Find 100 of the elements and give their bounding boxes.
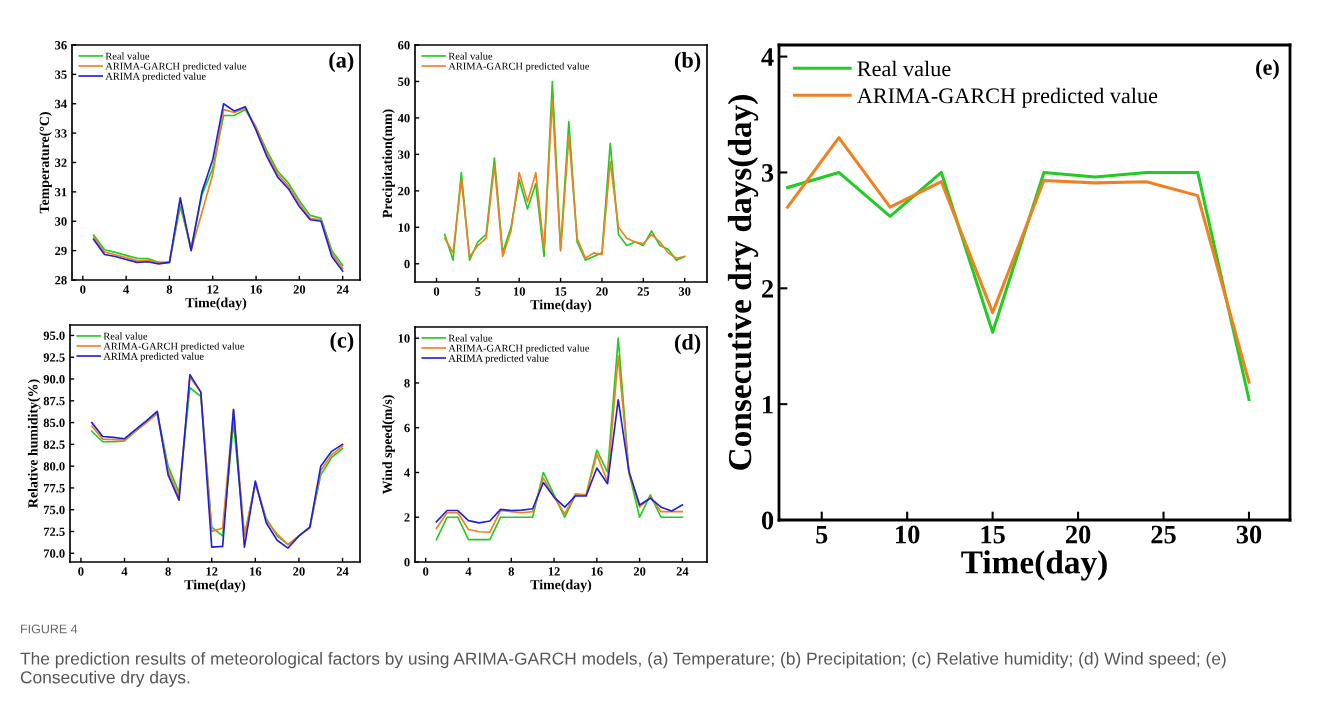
- y-tick-label: 20: [398, 186, 410, 196]
- legend-label: ARIMA predicted value: [448, 354, 549, 364]
- y-tick-label: 0: [761, 511, 774, 530]
- y-tick-label: 30: [55, 217, 67, 226]
- x-tick-label: 10: [896, 525, 920, 544]
- x-tick-label: 16: [591, 567, 603, 576]
- y-axis-title: Relative humidity(%): [27, 379, 41, 508]
- y-tick-label: 28: [55, 276, 67, 285]
- x-axis-title: Time(day): [530, 579, 592, 593]
- x-tick-label: 24: [336, 285, 349, 294]
- y-tick-label: 32: [55, 158, 67, 167]
- x-tick-label: 15: [981, 525, 1005, 544]
- x-tick-label: 25: [1151, 525, 1176, 544]
- x-axis-title: Time(day): [185, 297, 247, 311]
- legend-label: ARIMA-GARCH predicted value: [448, 62, 590, 72]
- y-tick-label: 0: [404, 558, 410, 567]
- x-tick-label: 20: [293, 285, 306, 294]
- x-tick-label: 12: [206, 567, 218, 576]
- y-tick-label: 60: [398, 41, 410, 50]
- legend-label: Real value: [103, 332, 148, 340]
- x-tick-label: 0: [78, 567, 84, 576]
- legend-label: ARIMA predicted value: [103, 352, 204, 362]
- y-tick-label: 82.5: [43, 440, 65, 449]
- y-tick-label: 2: [404, 513, 410, 522]
- y-tick-label: 40: [397, 113, 410, 123]
- x-tick-label: 16: [250, 567, 262, 576]
- y-tick-label: 72.5: [43, 527, 65, 537]
- y-tick-label: 30: [398, 150, 410, 159]
- y-tick-label: 80.0: [43, 462, 65, 471]
- x-tick-label: 0: [433, 287, 440, 296]
- x-tick-label: 4: [123, 285, 130, 294]
- y-tick-label: 2: [762, 279, 774, 298]
- annotation: (b): [674, 52, 701, 73]
- x-tick-label: 20: [596, 287, 608, 296]
- annotation: (e): [1256, 59, 1279, 80]
- legend-label: ARIMA-GARCH predicted value: [857, 87, 1158, 108]
- annotation: (c): [330, 332, 354, 353]
- line-series: [786, 136, 1251, 384]
- legend-label: ARIMA-GARCH predicted value: [105, 62, 247, 72]
- legend-label: ARIMA-GARCH predicted value: [448, 344, 590, 354]
- x-tick-label: 4: [121, 567, 128, 576]
- y-tick-label: 4: [404, 468, 410, 477]
- annotation: (d): [674, 334, 701, 355]
- y-axis-title: Temperature(°C): [39, 112, 52, 214]
- y-axis-title: Precipitation(mm): [382, 109, 395, 218]
- x-tick-label: 10: [513, 287, 525, 296]
- y-tick-label: 77.5: [43, 484, 65, 493]
- y-axis-title: Wind speed(m/s): [382, 395, 395, 495]
- legend-label: Real value: [448, 334, 493, 342]
- y-tick-label: 10: [398, 334, 410, 343]
- x-tick-label: 8: [166, 285, 173, 294]
- x-tick-label: 24: [676, 567, 689, 576]
- y-tick-label: 4: [761, 48, 774, 66]
- y-tick-label: 70.0: [43, 549, 65, 558]
- legend-label: Real value: [857, 60, 951, 77]
- y-tick-label: 90.0: [43, 375, 65, 384]
- x-tick-label: 25: [637, 287, 650, 296]
- y-tick-label: 6: [404, 423, 410, 433]
- y-tick-label: 35: [55, 70, 67, 79]
- y-tick-label: 3: [761, 164, 774, 182]
- y-tick-label: 31: [55, 187, 67, 197]
- y-tick-label: 85.0: [43, 418, 65, 428]
- x-tick-label: 30: [678, 287, 691, 296]
- x-tick-label: 15: [555, 287, 567, 296]
- x-tick-label: 20: [633, 567, 646, 576]
- y-tick-label: 0: [404, 259, 410, 269]
- y-tick-label: 36: [55, 41, 67, 50]
- caption: FIGURE 4: [21, 624, 78, 634]
- y-tick-label: 33: [55, 129, 67, 138]
- legend-label: Real value: [448, 52, 493, 60]
- x-tick-label: 12: [548, 567, 560, 576]
- y-tick-label: 95.0: [43, 331, 65, 340]
- x-axis-title: Time(day): [184, 579, 246, 593]
- x-tick-label: 30: [1236, 525, 1262, 544]
- annotation: (a): [329, 52, 354, 73]
- x-tick-label: 0: [423, 567, 429, 576]
- y-tick-label: 1: [763, 395, 773, 414]
- y-tick-label: 8: [404, 378, 410, 388]
- x-tick-label: 8: [508, 567, 514, 576]
- x-tick-label: 20: [293, 567, 305, 576]
- legend-label: Real value: [105, 52, 150, 60]
- x-tick-label: 4: [465, 567, 472, 576]
- y-tick-label: 75.0: [43, 505, 65, 515]
- x-tick-label: 5: [475, 287, 481, 296]
- x-axis-title: Time(day): [530, 299, 592, 313]
- x-tick-label: 20: [1065, 525, 1091, 544]
- y-tick-label: 10: [398, 223, 410, 232]
- x-tick-label: 24: [336, 567, 349, 576]
- x-axis-title: Time(day): [961, 550, 1107, 581]
- y-tick-label: 50: [398, 77, 410, 86]
- x-tick-label: 16: [250, 285, 262, 294]
- x-tick-label: 5: [816, 525, 828, 544]
- legend-label: ARIMA-GARCH predicted value: [103, 342, 245, 352]
- line-series: [435, 398, 684, 524]
- legend-label: ARIMA predicted value: [105, 72, 206, 82]
- x-tick-label: 12: [207, 285, 219, 294]
- x-tick-label: 0: [80, 285, 86, 294]
- y-axis-title: Consecutive dry days(day): [727, 95, 759, 470]
- x-tick-label: 8: [165, 567, 171, 576]
- y-tick-label: 29: [55, 246, 67, 256]
